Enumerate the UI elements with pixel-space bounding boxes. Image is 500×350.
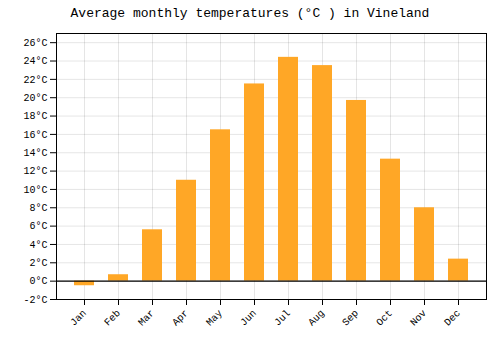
svg-text:8°C: 8°C: [29, 203, 47, 214]
svg-text:Oct: Oct: [374, 308, 395, 329]
svg-text:May: May: [204, 308, 225, 329]
svg-text:-2°C: -2°C: [23, 295, 47, 306]
svg-text:26°C: 26°C: [23, 38, 47, 49]
svg-text:12°C: 12°C: [23, 166, 47, 177]
svg-text:Mar: Mar: [136, 308, 157, 329]
svg-text:0°C: 0°C: [29, 276, 47, 287]
svg-text:20°C: 20°C: [23, 93, 47, 104]
html-text:Average monthly temperatures (: Average monthly temperatures (°C ) in Vi…: [70, 6, 430, 21]
svg-text:14°C: 14°C: [23, 148, 47, 159]
svg-text:16°C: 16°C: [23, 130, 47, 141]
svg-text:Feb: Feb: [102, 308, 123, 329]
svg-text:2°C: 2°C: [29, 258, 47, 269]
svg-text:Jul: Jul: [272, 308, 293, 329]
svg-text:10°C: 10°C: [23, 185, 47, 196]
svg-text:Aug: Aug: [306, 308, 327, 329]
svg-text:22°C: 22°C: [23, 75, 47, 86]
svg-text:Apr: Apr: [170, 308, 191, 329]
svg-text:6°C: 6°C: [29, 221, 47, 232]
svg-text:Jan: Jan: [68, 308, 89, 329]
svg-text:Jun: Jun: [238, 308, 259, 329]
svg-text:18°C: 18°C: [23, 111, 47, 122]
svg-text:Dec: Dec: [442, 308, 463, 329]
svg-text:24°C: 24°C: [23, 56, 47, 67]
svg-text:4°C: 4°C: [29, 240, 47, 251]
svg-text:Sep: Sep: [340, 308, 361, 329]
svg-text:Nov: Nov: [408, 308, 429, 329]
